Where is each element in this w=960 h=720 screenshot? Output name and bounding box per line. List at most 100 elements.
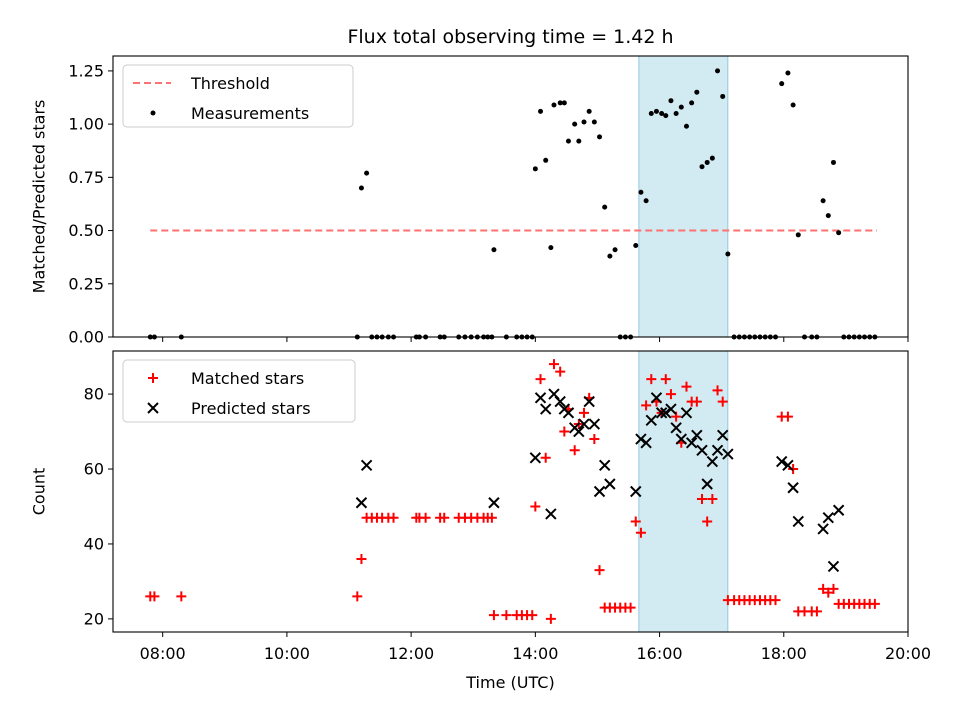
matched-stars-point — [501, 610, 512, 621]
measurements-point — [720, 93, 726, 99]
predicted-stars-point — [573, 425, 585, 438]
matched-stars-point — [828, 583, 839, 594]
measurements-point — [683, 123, 689, 129]
predicted-stars-point — [630, 485, 642, 498]
legend-marker-predicted-stars — [147, 402, 159, 414]
measurements-point — [673, 110, 679, 116]
measurements-point — [572, 121, 578, 127]
matched-stars-point — [578, 407, 589, 418]
legend-label-predicted-stars: Predicted stars — [191, 399, 311, 418]
y-axis-label: Matched/Predicted stars — [30, 100, 49, 294]
predicted-stars-point — [488, 497, 500, 509]
chart-title: Flux total observing time = 1.42 h — [347, 26, 673, 48]
y-tick-label: 40 — [84, 534, 104, 553]
matched-stars-point — [712, 385, 723, 396]
matched-stars-point — [488, 610, 499, 621]
legend: Matched stars Predicted stars — [122, 359, 356, 423]
x-tick-label: 14:00 — [512, 644, 558, 663]
predicted-stars-point — [635, 433, 647, 445]
predicted-stars-point — [534, 392, 547, 404]
predicted-stars-point — [583, 395, 595, 408]
measurements-point — [538, 108, 544, 114]
measurements-point — [725, 251, 731, 257]
predicted-stars-point — [593, 485, 606, 498]
bottom-panel-star-counts: 08:00 10:00 12:00 14:00 16:00 18:00 20:00 20 40 6… — [30, 350, 931, 692]
predicted-stars-point — [578, 418, 590, 430]
measurements-point — [565, 138, 571, 144]
predicted-stars-point — [665, 403, 677, 415]
x-axis-label: Time (UTC) — [465, 673, 554, 692]
measurements-point — [709, 155, 715, 161]
predicted-stars-point — [562, 407, 575, 419]
predicted-stars-point — [355, 497, 368, 509]
measurements-point — [785, 70, 791, 76]
measurements-point — [612, 247, 618, 253]
measurements-point — [779, 81, 785, 87]
y-tick-label: 0.25 — [68, 274, 104, 293]
matched-stars-point — [702, 516, 713, 527]
y-tick-label: 1.00 — [68, 115, 104, 134]
predicted-stars-series — [355, 388, 845, 573]
legend-box — [122, 64, 354, 128]
matched-stars-point — [545, 613, 556, 624]
predicted-stars-point — [545, 508, 557, 520]
predicted-stars-point — [660, 407, 672, 419]
measurements-point — [643, 198, 649, 204]
matched-stars-point — [176, 591, 187, 602]
matched-stars-point — [782, 411, 793, 422]
measurements-point — [597, 134, 603, 140]
legend-marker-matched-stars — [148, 373, 158, 383]
predicted-stars-point — [588, 418, 601, 430]
predicted-stars-point — [776, 455, 788, 468]
measurements-point — [678, 104, 684, 110]
matched-stars-point — [665, 389, 676, 400]
matched-stars-point — [589, 434, 600, 445]
measurements-point — [694, 89, 700, 95]
shaded-time-span — [638, 350, 729, 633]
measurements-point — [561, 100, 567, 106]
matched-stars-point — [527, 610, 538, 621]
legend-label-matched-stars: Matched stars — [191, 369, 304, 388]
legend-label-threshold: Threshold — [190, 74, 270, 93]
axes-frame — [112, 350, 909, 633]
matched-stars-point — [811, 606, 822, 617]
predicted-stars-point — [670, 422, 682, 434]
measurements-point — [820, 198, 826, 204]
legend-label-measurements: Measurements — [191, 104, 309, 123]
measurements-point — [668, 98, 674, 104]
matched-stars-point — [707, 493, 718, 504]
predicted-stars-point — [817, 523, 829, 535]
measurements-point — [653, 108, 659, 114]
measurements-point — [715, 68, 721, 74]
predicted-stars-point — [598, 459, 611, 471]
predicted-stars-point — [645, 414, 657, 427]
predicted-stars-point — [554, 395, 566, 408]
predicted-stars-point — [685, 437, 698, 449]
y-tick-label: 0.50 — [68, 221, 104, 240]
matched-stars-point — [818, 583, 829, 594]
measurements-point — [581, 119, 587, 125]
matched-stars-point — [486, 512, 497, 523]
matched-stars-point — [869, 598, 880, 609]
legend: Threshold Measurements — [122, 64, 354, 128]
matched-stars-point — [594, 565, 605, 576]
measurements-point — [689, 100, 695, 106]
x-tick-label: 20:00 — [885, 644, 931, 663]
matched-stars-point — [788, 464, 799, 475]
matched-stars-point — [635, 527, 646, 538]
predicted-stars-point — [604, 478, 616, 490]
predicted-stars-point — [792, 515, 804, 528]
matched-stars-point — [559, 426, 570, 437]
measurements-point — [607, 253, 613, 259]
measurements-point — [790, 102, 796, 108]
predicted-stars-point — [360, 459, 373, 471]
legend-marker-measurements — [150, 110, 156, 116]
measurements-point — [825, 213, 831, 219]
matched-stars-point — [681, 381, 692, 392]
predicted-stars-point — [675, 433, 688, 445]
y-tick-label: 1.25 — [68, 61, 104, 80]
predicted-stars-point — [827, 560, 840, 573]
matched-stars-point — [555, 366, 566, 377]
matched-stars-point — [630, 516, 641, 527]
measurements-point — [602, 204, 608, 210]
